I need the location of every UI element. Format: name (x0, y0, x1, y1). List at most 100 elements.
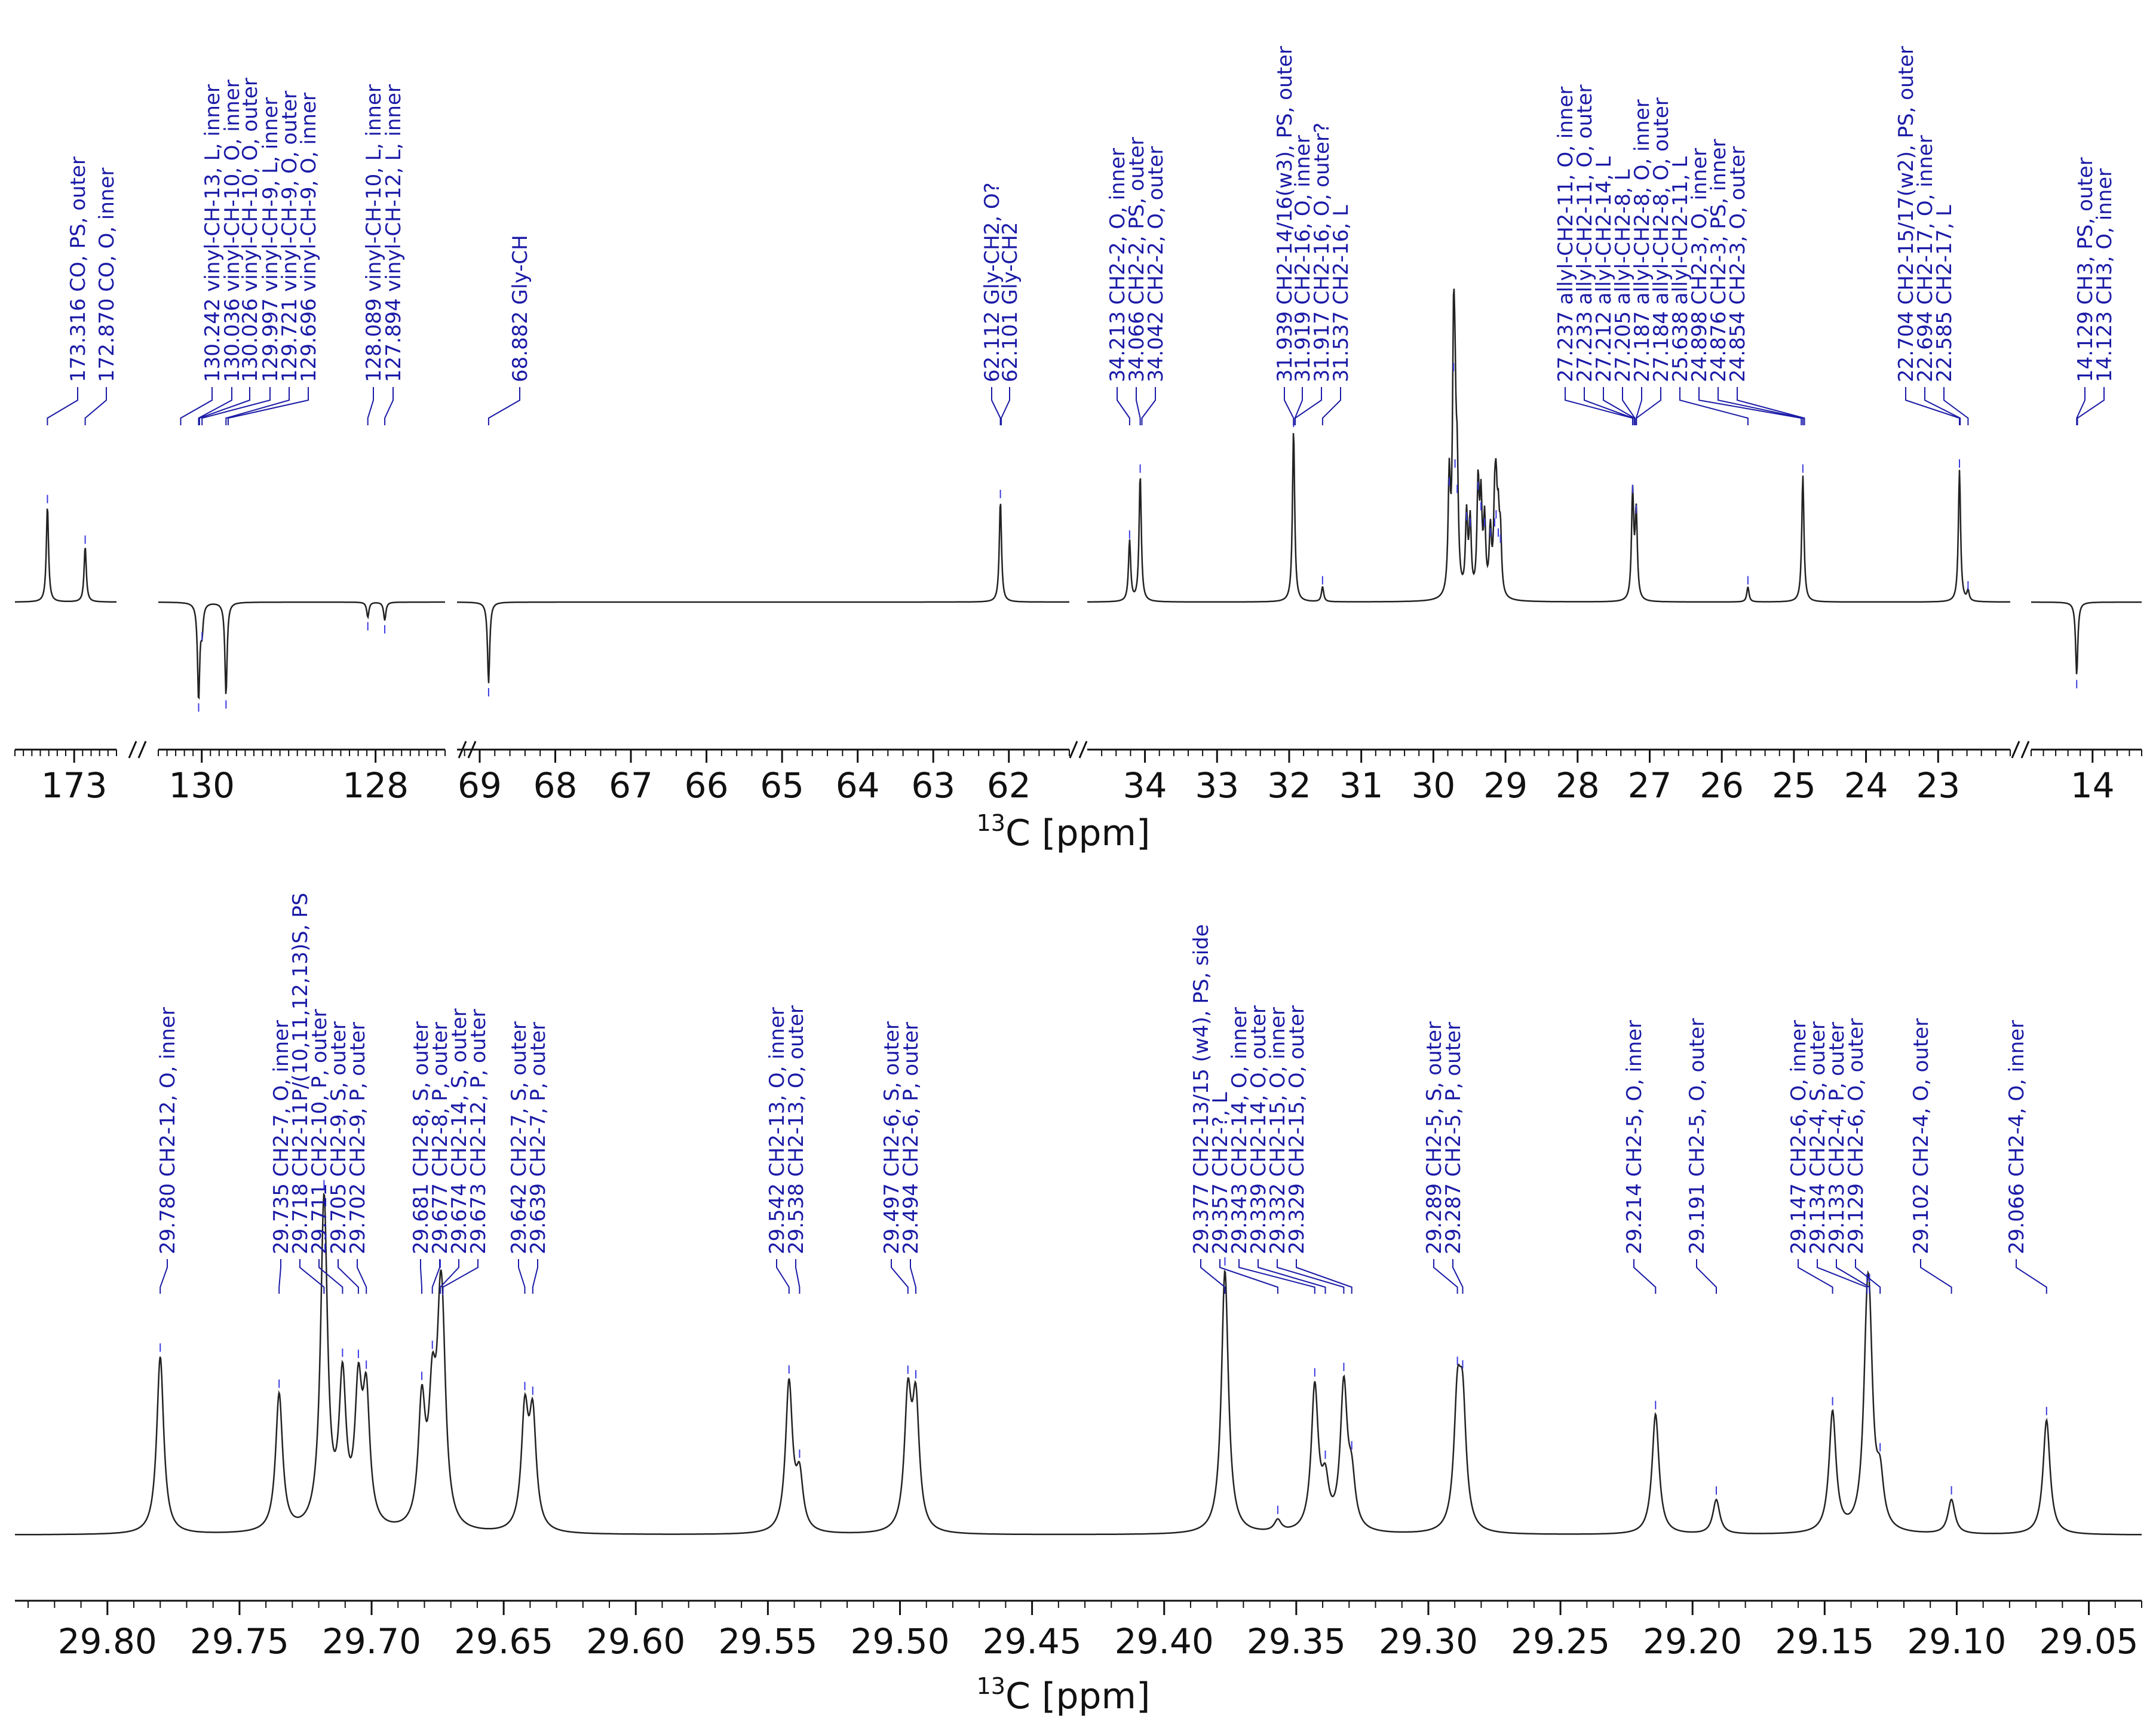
x-tick-label: 27 (1628, 765, 1672, 806)
peak-label-connector (1321, 387, 1341, 425)
peak-label: 29.357 CH2-?, L (1209, 1092, 1232, 1254)
peak-label-connector (1238, 1259, 1315, 1294)
peak-label-connector (518, 1259, 526, 1294)
x-tick-label: 69 (458, 765, 502, 806)
peak-label: 29.133 CH2-4, P, outer (1825, 1022, 1849, 1254)
peak-label-connector (1258, 1259, 1326, 1294)
x-tick-label: 66 (685, 765, 729, 806)
peak-label-connector (1622, 387, 1636, 425)
peak-label: 29.134 CH2-4, S, outer (1806, 1021, 1830, 1254)
peak-label: 68.882 Gly-CH (508, 235, 532, 382)
peak-label-connector (1452, 1259, 1464, 1294)
x-tick-label: 29.70 (322, 1621, 421, 1662)
x-tick-label: 33 (1195, 765, 1239, 806)
axis-break-mark (128, 741, 137, 759)
peak-label-connector (1920, 1259, 1952, 1294)
axis-break-mark (137, 741, 147, 759)
axis-break-mark (1069, 741, 1078, 759)
x-tick-label: 29.20 (1643, 1621, 1742, 1662)
peak-label: 62.112 Gly-CH2, O? (980, 182, 1004, 382)
peak-label: 29.642 CH2-7, S, outer (507, 1021, 531, 1254)
x-tick-label: 25 (1772, 765, 1816, 806)
spectrum-trace-segment-1 (15, 508, 116, 603)
axis-break-mark (1078, 741, 1088, 759)
peak-label-connector (1698, 387, 1802, 425)
x-tick-label: 64 (836, 765, 880, 806)
x-tick-label: 128 (342, 765, 409, 806)
axis-break-mark (2020, 741, 2030, 759)
x-tick-label: 29.05 (2040, 1621, 2139, 1662)
x-tick-label: 29.45 (983, 1621, 1082, 1662)
peak-label-connector (227, 387, 309, 425)
axis-break-mark (2011, 741, 2020, 759)
peak-label-connector (440, 1259, 459, 1294)
peak-label: 14.129 CH3, PS, outer (2074, 157, 2097, 382)
x-tick-label: 34 (1123, 765, 1167, 806)
peak-label: 22.585 CH2-17, L (1933, 205, 1956, 382)
x-tick-label: 29.60 (586, 1621, 685, 1662)
peak-label: 29.674 CH2-14, S, outer (447, 1008, 471, 1254)
bottom-axis-title-superscript: 13 (977, 1673, 1005, 1699)
peak-label: 29.735 CH2-7, O, inner (269, 1020, 293, 1254)
peak-label-connector (1636, 387, 1661, 425)
x-tick-label: 29.25 (1511, 1621, 1610, 1662)
peak-label: 29.066 CH2-4, O, inner (2005, 1020, 2029, 1254)
peak-label: 31.537 CH2-16, L (1329, 205, 1353, 382)
peak-label: 29.711 CH2-10, P, outer (308, 1009, 332, 1254)
peak-label: 29.494 CH2-6, P, outer (899, 1022, 923, 1254)
peak-label-connector (384, 387, 394, 425)
peak-label-connector (367, 387, 374, 425)
peak-label: 22.704 CH2-15/17(w2), PS, outer (1894, 46, 1918, 382)
peak-label-connector (1296, 1259, 1353, 1294)
x-tick-label: 29.30 (1379, 1621, 1478, 1662)
peak-label-connector (910, 1259, 916, 1294)
x-tick-label: 173 (41, 765, 108, 806)
peak-label-connector (1001, 387, 1010, 425)
peak-label-connector (1817, 1259, 1868, 1294)
peak-label: 29.538 CH2-13, O, outer (784, 1005, 808, 1254)
x-tick-label: 63 (911, 765, 955, 806)
peak-label-connector (442, 1259, 479, 1294)
bottom-x-axis-title: 13C [ppm] (977, 1673, 1151, 1717)
peak-label: 34.042 CH2-2, O, outer (1144, 146, 1168, 382)
peak-label-connector (1136, 387, 1141, 425)
peak-label: 27.187 allyl-CH2-8, O, inner (1630, 99, 1654, 382)
peak-label: 129.696 vinyl-CH-9, O, inner (297, 93, 321, 382)
peak-label: 31.919 CH2-16, O, inner (1291, 135, 1315, 382)
peak-label: 29.377 CH2-13/15 (w4), PS, side (1189, 924, 1213, 1254)
peak-label-connector (357, 1259, 367, 1294)
peak-label-connector (1277, 1259, 1345, 1294)
spectrum-trace-segment-4 (1087, 288, 2010, 603)
peak-label-connector (776, 1259, 790, 1294)
top-x-axis-title: 13C [ppm] (977, 810, 1151, 854)
peak-label: 31.917 CH2-16, O, outer? (1310, 122, 1334, 382)
peak-label: 127.894 vinyl-CH-12, L, inner (382, 84, 406, 382)
x-tick-label: 26 (1700, 765, 1744, 806)
bottom-spectrum-panel: 29.80 29.75 29.70 29.65 29.60 29.55 29.50 29.45… (15, 893, 2142, 1662)
peak-label: 29.542 CH2-13, O, inner (765, 1007, 789, 1254)
x-tick-label: 29.55 (718, 1621, 817, 1662)
peak-label: 14.123 CH3, O, inner (2093, 168, 2117, 382)
peak-label-connector (1219, 1259, 1278, 1294)
peak-label-connector (1798, 1259, 1833, 1294)
peak-label-connector (160, 1259, 168, 1294)
peak-label-connector (1679, 387, 1749, 425)
peak-label: 29.329 CH2-15, O, outer (1285, 1005, 1309, 1254)
peak-label: 129.997 vinyl-CH-9, L, inner (259, 97, 283, 382)
x-tick-label: 29.40 (1115, 1621, 1214, 1662)
peak-label-connector (795, 1259, 801, 1294)
peak-label-connector (338, 1259, 359, 1294)
peak-label: 29.289 CH2-5, S, outer (1422, 1021, 1446, 1254)
x-tick-label: 65 (760, 765, 804, 806)
peak-label: 29.677 CH2-8, P, outer (428, 1022, 452, 1254)
peak-label: 27.205 allyl-CH2-8, L (1611, 169, 1635, 382)
x-tick-label: 67 (609, 765, 653, 806)
peak-label: 129.721 vinyl-CH-9, O, outer (278, 91, 302, 382)
peak-label-connector (225, 387, 290, 425)
x-tick-label: 29.80 (58, 1621, 157, 1662)
peak-label: 22.694 CH2-17, O, inner (1913, 135, 1937, 382)
peak-label-connector (1433, 1259, 1458, 1294)
peak-label-connector (1718, 387, 1804, 425)
peak-label: 130.242 vinyl-CH-13, L, inner (201, 84, 225, 382)
